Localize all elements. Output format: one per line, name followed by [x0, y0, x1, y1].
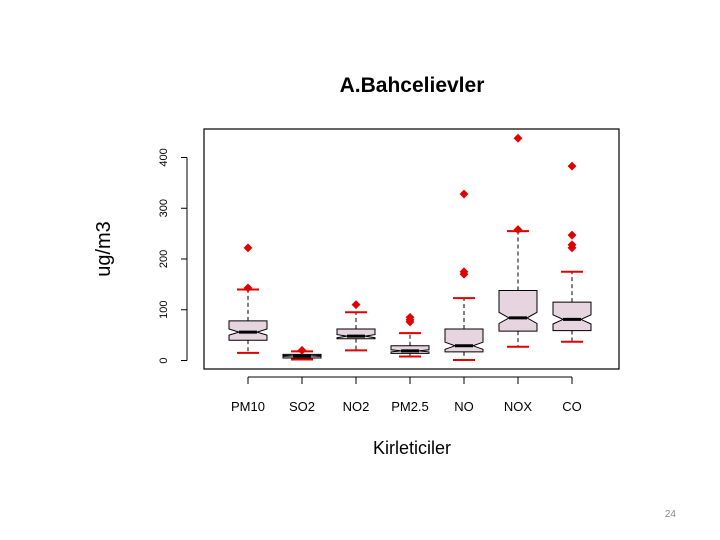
box-pm25 — [390, 312, 430, 358]
outlier-point — [459, 189, 469, 199]
box-body — [228, 320, 268, 341]
chart-title: A.Bahcelievler — [340, 74, 485, 97]
page-number: 24 — [664, 509, 676, 520]
box-pm10 — [228, 243, 268, 354]
x-tick-label: SO2 — [289, 399, 315, 414]
x-tick-label: CO — [562, 399, 582, 414]
y-tick-label: 100 — [158, 301, 170, 319]
x-tick-label: PM10 — [231, 399, 265, 414]
outlier-point — [405, 312, 415, 322]
y-tick-label: 400 — [158, 148, 170, 166]
y-tick-label: 0 — [158, 357, 170, 363]
outlier-point — [351, 300, 361, 310]
x-axis-label: Kirleticiler — [373, 438, 451, 458]
plot-frame — [203, 128, 620, 370]
x-tick-label: NO2 — [343, 399, 370, 414]
x-tick-label: NOX — [504, 399, 533, 414]
box-no — [444, 189, 484, 361]
x-tick-label: PM2.5 — [391, 399, 429, 414]
box-co — [552, 161, 592, 343]
y-axis-label: ug/m3 — [93, 221, 115, 277]
x-tick-label: NO — [454, 399, 474, 414]
box-no2 — [336, 300, 376, 352]
y-tick-label: 200 — [158, 250, 170, 268]
y-tick-label: 300 — [158, 199, 170, 217]
outlier-point — [513, 225, 523, 234]
outlier-point — [459, 267, 469, 277]
box-so2 — [282, 345, 322, 361]
outlier-point — [513, 133, 523, 143]
outlier-point — [567, 240, 577, 250]
x-axis: PM10 SO2 NO2 PM2.5 NO NOX CO — [231, 376, 582, 414]
outlier-point — [243, 283, 253, 293]
outlier-point — [297, 345, 307, 355]
y-axis: 0 100 200 300 400 — [158, 148, 188, 364]
box-body — [552, 301, 592, 332]
box-body — [444, 328, 484, 353]
box-body — [498, 290, 538, 332]
box-body — [336, 328, 376, 340]
outlier-point — [243, 243, 253, 253]
outlier-point — [567, 161, 577, 171]
boxes-group — [228, 133, 592, 361]
box-nox — [498, 133, 538, 348]
outlier-point — [567, 230, 577, 240]
